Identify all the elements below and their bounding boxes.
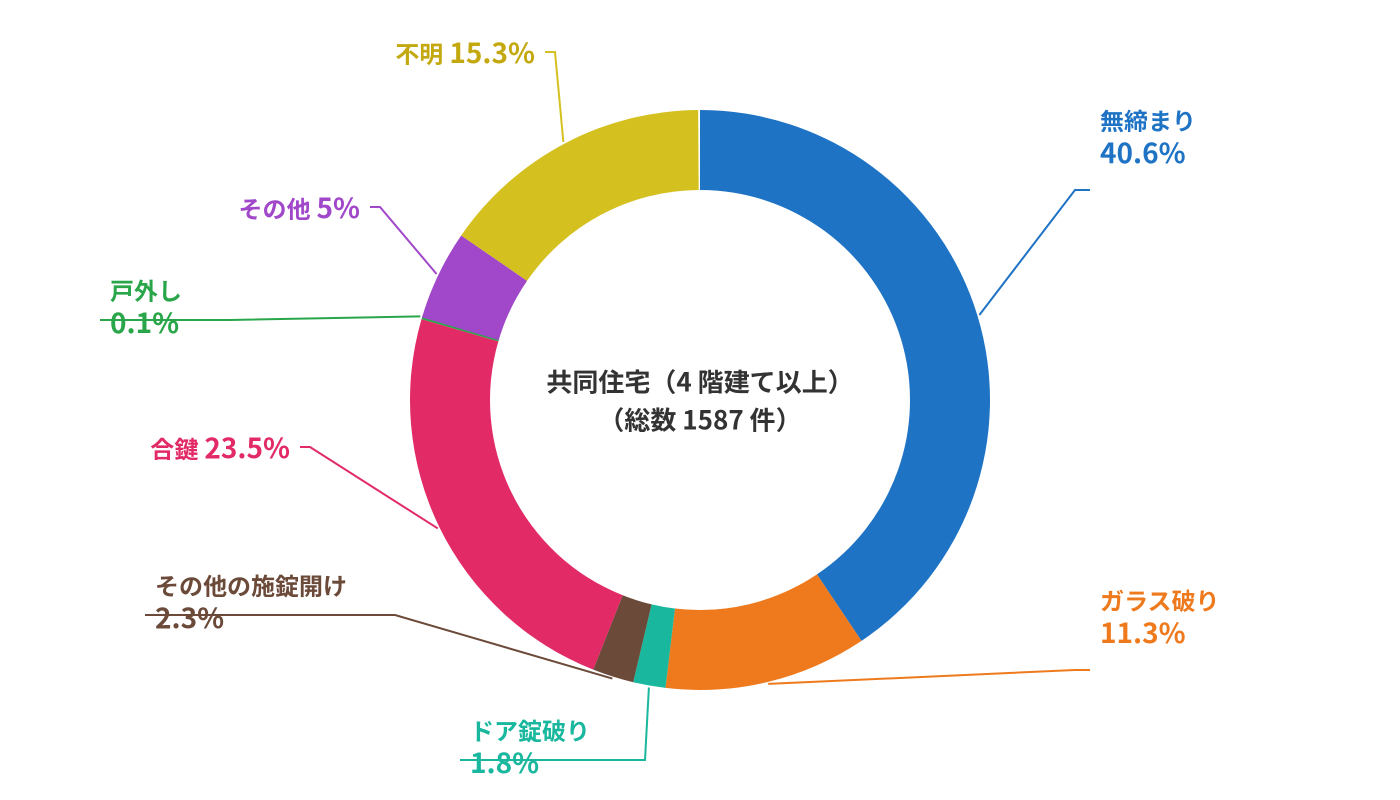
- leader-line: [768, 670, 1090, 684]
- segment-label: その他5%: [239, 190, 360, 225]
- segment-label: 合鍵23.5%: [150, 430, 290, 465]
- segment-label-value: 23.5%: [204, 427, 290, 467]
- donut-chart-stage: 共同住宅（4 階建て以上） （総数 1587 件） 無締まり40.6% ガラス破り…: [0, 0, 1400, 800]
- leader-line: [370, 207, 437, 274]
- segment-label: 無締まり40.6%: [1100, 105, 1202, 170]
- chart-center-title: 共同住宅（4 階建て以上） （総数 1587 件）: [546, 362, 853, 437]
- center-title-line1: 共同住宅（4 階建て以上）: [546, 362, 853, 400]
- leader-line: [979, 190, 1090, 315]
- segment-label-value: 11.3%: [1100, 612, 1186, 652]
- segment-label-value: 0.1%: [110, 302, 179, 342]
- segment-label: 戸外し0.1%: [110, 275, 188, 340]
- segment-label-value: 2.3%: [155, 597, 224, 637]
- segment-label-name: 不明: [395, 35, 443, 70]
- segment-label: ガラス破り11.3%: [1100, 585, 1226, 650]
- segment-label-name: 合鍵: [150, 430, 198, 465]
- leader-line: [545, 52, 563, 142]
- donut-segment: [461, 110, 699, 281]
- segment-label-value: 40.6%: [1100, 132, 1186, 172]
- segment-label-value: 5%: [317, 187, 360, 227]
- segment-label: 不明15.3%: [395, 35, 535, 70]
- segment-label: その他の施錠開け2.3%: [155, 570, 353, 635]
- segment-label-name: その他: [239, 190, 311, 225]
- center-title-line2: （総数 1587 件）: [546, 400, 853, 438]
- segment-label: ドア錠破り1.8%: [470, 715, 596, 780]
- segment-label-value: 1.8%: [470, 742, 539, 782]
- segment-label-value: 15.3%: [449, 32, 535, 72]
